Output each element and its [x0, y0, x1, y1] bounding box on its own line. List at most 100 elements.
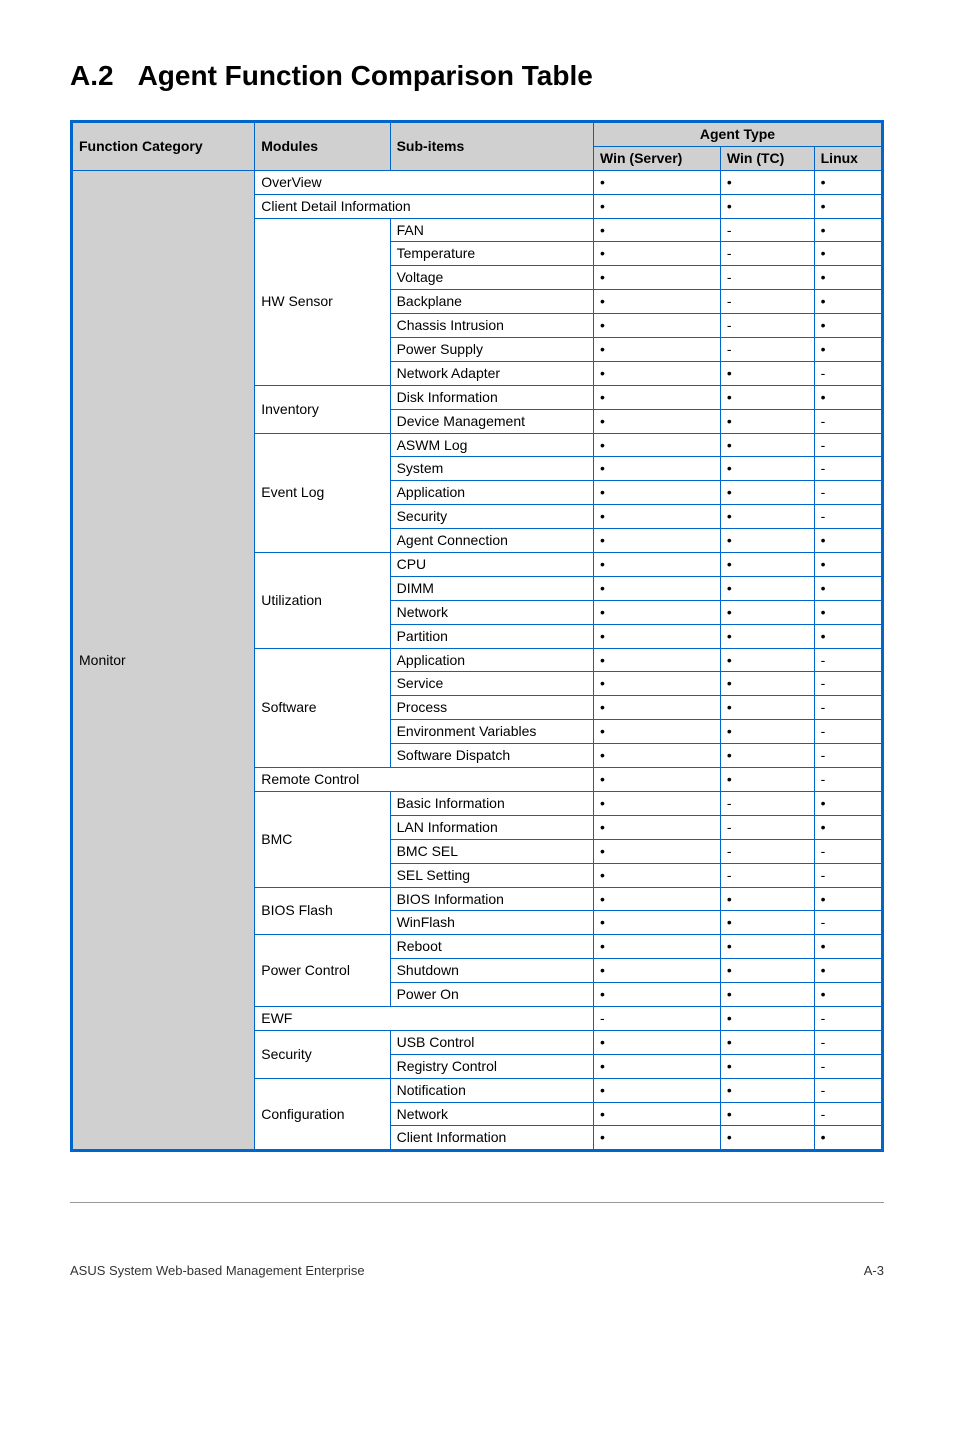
mark-cell: •	[593, 290, 720, 314]
mark-cell: •	[720, 481, 814, 505]
sub-item-cell: Network	[390, 600, 593, 624]
module-cell: Power Control	[255, 935, 390, 1007]
mark-cell: •	[593, 1126, 720, 1151]
mark-cell: •	[814, 1126, 882, 1151]
sub-item-cell: SEL Setting	[390, 863, 593, 887]
mark-cell: •	[593, 553, 720, 577]
mark-cell: •	[593, 696, 720, 720]
header-modules: Modules	[255, 122, 390, 171]
mark-cell: •	[814, 218, 882, 242]
sub-item-cell: Security	[390, 505, 593, 529]
header-sub-items: Sub-items	[390, 122, 593, 171]
mark-cell: -	[814, 505, 882, 529]
mark-cell: •	[720, 529, 814, 553]
sub-item-cell: Notification	[390, 1078, 593, 1102]
mark-cell: •	[593, 1054, 720, 1078]
mark-cell: -	[814, 720, 882, 744]
mark-cell: -	[814, 1006, 882, 1030]
mark-cell: -	[814, 911, 882, 935]
mark-cell: •	[720, 768, 814, 792]
mark-cell: •	[720, 433, 814, 457]
mark-cell: -	[720, 242, 814, 266]
mark-cell: •	[593, 720, 720, 744]
mark-cell: •	[720, 696, 814, 720]
sub-item-cell: Power Supply	[390, 338, 593, 362]
mark-cell: •	[720, 983, 814, 1007]
mark-cell: -	[720, 338, 814, 362]
mark-cell: •	[593, 887, 720, 911]
mark-cell: -	[720, 791, 814, 815]
mark-cell: •	[720, 1102, 814, 1126]
mark-cell: -	[720, 218, 814, 242]
mark-cell: •	[593, 648, 720, 672]
mark-cell: •	[593, 600, 720, 624]
mark-cell: •	[593, 1102, 720, 1126]
mark-cell: -	[814, 1054, 882, 1078]
category-cell: Monitor	[72, 170, 255, 1151]
sub-item-cell: Temperature	[390, 242, 593, 266]
mark-cell: •	[814, 266, 882, 290]
mark-cell: •	[593, 935, 720, 959]
mark-cell: -	[720, 266, 814, 290]
mark-cell: -	[593, 1006, 720, 1030]
mark-cell: -	[814, 1102, 882, 1126]
mark-cell: •	[593, 218, 720, 242]
mark-cell: •	[720, 1054, 814, 1078]
sub-item-cell: Partition	[390, 624, 593, 648]
mark-cell: •	[720, 576, 814, 600]
mark-cell: •	[593, 863, 720, 887]
mark-cell: -	[720, 314, 814, 338]
mark-cell: •	[593, 433, 720, 457]
footer-separator	[70, 1202, 884, 1203]
mark-cell: -	[720, 863, 814, 887]
page-title: A.2 Agent Function Comparison Table	[70, 60, 884, 92]
mark-cell: •	[720, 194, 814, 218]
sub-item-cell: USB Control	[390, 1030, 593, 1054]
sub-item-cell: LAN Information	[390, 815, 593, 839]
mark-cell: •	[814, 385, 882, 409]
mark-cell: •	[814, 290, 882, 314]
module-cell: OverView	[255, 170, 594, 194]
module-cell: BMC	[255, 791, 390, 887]
sub-item-cell: Power On	[390, 983, 593, 1007]
mark-cell: •	[814, 983, 882, 1007]
mark-cell: •	[593, 385, 720, 409]
sub-item-cell: System	[390, 457, 593, 481]
mark-cell: •	[593, 338, 720, 362]
mark-cell: •	[593, 791, 720, 815]
mark-cell: •	[593, 768, 720, 792]
sub-item-cell: ASWM Log	[390, 433, 593, 457]
mark-cell: •	[593, 409, 720, 433]
title-number: A.2	[70, 60, 114, 92]
footer-right: A-3	[864, 1263, 884, 1278]
mark-cell: •	[720, 1006, 814, 1030]
sub-item-cell: Environment Variables	[390, 720, 593, 744]
mark-cell: •	[720, 935, 814, 959]
mark-cell: •	[720, 648, 814, 672]
sub-item-cell: Client Information	[390, 1126, 593, 1151]
mark-cell: -	[720, 815, 814, 839]
mark-cell: -	[814, 839, 882, 863]
module-cell: Utilization	[255, 553, 390, 649]
mark-cell: •	[720, 409, 814, 433]
mark-cell: •	[720, 361, 814, 385]
sub-item-cell: Software Dispatch	[390, 744, 593, 768]
sub-item-cell: Shutdown	[390, 959, 593, 983]
sub-item-cell: Process	[390, 696, 593, 720]
mark-cell: •	[593, 744, 720, 768]
sub-item-cell: BIOS Information	[390, 887, 593, 911]
module-cell: Client Detail Information	[255, 194, 594, 218]
sub-item-cell: FAN	[390, 218, 593, 242]
header-function-category: Function Category	[72, 122, 255, 171]
mark-cell: •	[720, 385, 814, 409]
mark-cell: -	[814, 1030, 882, 1054]
module-cell: EWF	[255, 1006, 594, 1030]
mark-cell: •	[593, 481, 720, 505]
mark-cell: •	[593, 505, 720, 529]
mark-cell: -	[814, 433, 882, 457]
mark-cell: •	[814, 553, 882, 577]
title-text: Agent Function Comparison Table	[138, 60, 593, 92]
module-cell: Software	[255, 648, 390, 767]
mark-cell: •	[593, 194, 720, 218]
mark-cell: •	[814, 338, 882, 362]
